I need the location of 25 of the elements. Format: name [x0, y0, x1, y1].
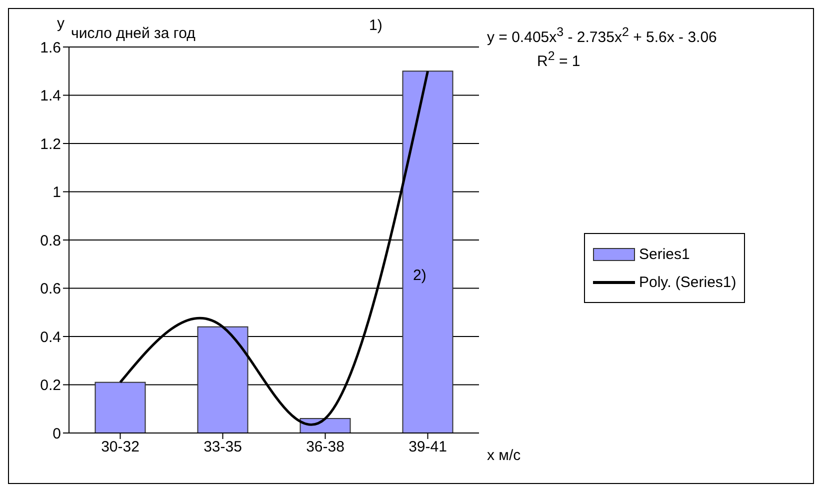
legend-label: Series1 [639, 246, 690, 262]
bar [197, 326, 248, 433]
y-tick-label: 0.2 [40, 377, 61, 394]
y-tick-label: 0.6 [40, 280, 61, 298]
bar [94, 382, 146, 433]
text: число дней за год [71, 25, 196, 42]
y-tick-label: 1.2 [40, 136, 61, 153]
text: y = 0.405x$^{3}$ - 2.735x$^{2}$ + 5.6x - 3.06 [487, 25, 717, 46]
legend-label: Poly. (Series1) [639, 274, 736, 290]
y-tick-label: 1.4 [40, 88, 61, 105]
y-tick-label: 0.4 [40, 328, 61, 346]
text: R$^{2}$ = 1 [537, 49, 580, 70]
y-tick-label: 1 [52, 184, 61, 202]
bar [402, 70, 454, 433]
y-tick-label: 0.8 [40, 232, 61, 250]
x-axis-title: x м/с [487, 447, 521, 464]
x-tick-label: 30-32 [101, 438, 140, 456]
annotation: 2) [413, 267, 426, 284]
x-tick-label: 39-41 [408, 438, 447, 456]
y-tick-label: 0 [52, 425, 61, 442]
x-tick-label: 36-38 [306, 438, 344, 456]
text: 1) [369, 17, 382, 34]
x-tick-label: 33-35 [204, 438, 242, 456]
y-tick-label: 1.6 [40, 39, 61, 56]
y-axis-title: y [57, 15, 64, 32]
